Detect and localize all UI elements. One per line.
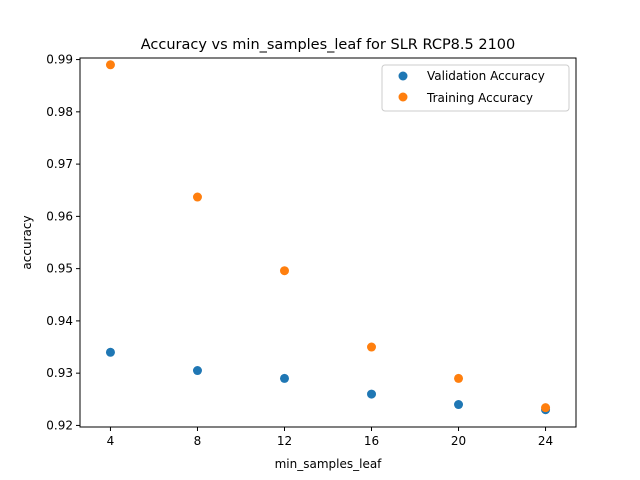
legend-box — [381, 64, 570, 112]
y-tick-label: 0.97 — [46, 157, 73, 171]
point-training-accuracy — [541, 403, 551, 413]
y-tick-label: 0.93 — [46, 366, 73, 380]
legend-marker-training-accuracy — [398, 92, 408, 102]
plot-area — [79, 57, 577, 428]
legend: Validation Accuracy Training Accuracy — [381, 64, 570, 112]
x-tick-label: 8 — [194, 434, 202, 448]
point-training-accuracy — [105, 60, 115, 70]
x-tick-label: 12 — [277, 434, 292, 448]
legend-label-training-accuracy: Training Accuracy — [426, 91, 533, 105]
point-training-accuracy — [454, 373, 464, 383]
x-tick-label: 24 — [538, 434, 553, 448]
point-validation-accuracy — [192, 366, 202, 376]
point-training-accuracy — [367, 342, 377, 352]
y-tick-label: 0.99 — [46, 53, 73, 67]
point-training-accuracy — [279, 266, 289, 276]
point-validation-accuracy — [279, 373, 289, 383]
x-axis-label: min_samples_leaf — [275, 457, 383, 471]
point-validation-accuracy — [367, 389, 377, 399]
x-axis: 4 8 12 16 20 24 — [107, 427, 553, 448]
point-validation-accuracy — [454, 400, 464, 410]
y-tick-label: 0.98 — [46, 105, 73, 119]
axes-frame — [79, 57, 577, 428]
legend-label-validation-accuracy: Validation Accuracy — [427, 69, 545, 83]
y-axis: 0.92 0.93 0.94 0.95 0.96 0.97 0.98 0.99 — [46, 53, 80, 432]
point-training-accuracy — [192, 192, 202, 202]
x-tick-label: 16 — [364, 434, 379, 448]
data-points — [105, 60, 551, 415]
x-tick-label: 20 — [451, 434, 466, 448]
legend-marker-validation-accuracy — [398, 71, 408, 81]
y-tick-label: 0.95 — [46, 262, 73, 276]
y-tick-label: 0.94 — [46, 314, 73, 328]
x-tick-label: 4 — [107, 434, 115, 448]
y-axis-label: accuracy — [20, 215, 34, 269]
chart-title: Accuracy vs min_samples_leaf for SLR RCP… — [141, 37, 516, 53]
y-tick-label: 0.92 — [46, 418, 73, 432]
point-validation-accuracy — [105, 347, 115, 357]
y-tick-label: 0.96 — [46, 209, 73, 223]
